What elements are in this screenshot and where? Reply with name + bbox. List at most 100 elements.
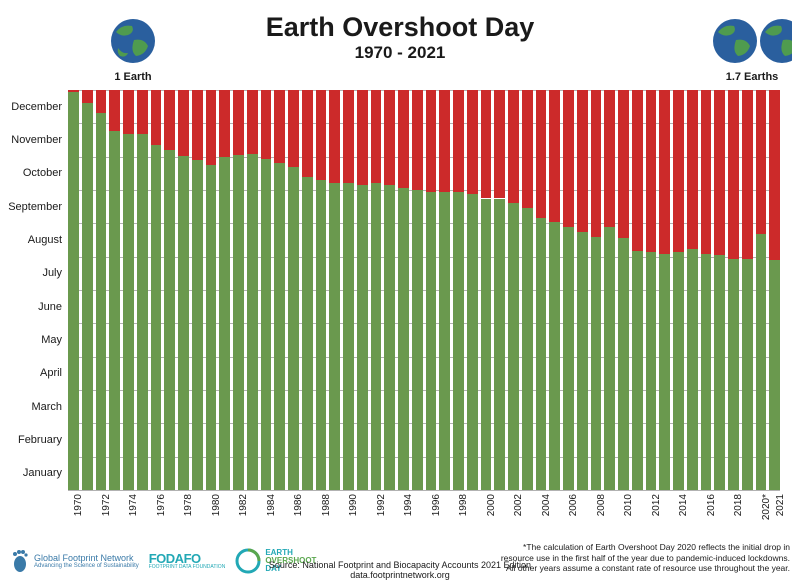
y-axis-label: August [28,234,62,246]
bar-red-segment [604,90,615,227]
bar-red-segment [563,90,574,227]
bar-year: 1988 [316,90,327,490]
bar-red-segment [439,90,450,192]
y-axis-label: December [11,101,62,113]
bar-year [659,90,670,490]
bar-green-segment [261,159,272,490]
bar-year: 1972 [96,90,107,490]
bar-year: 1992 [371,90,382,490]
bar-green-segment [412,190,423,490]
bar-red-segment [96,90,107,113]
bar-year [549,90,560,490]
bar-green-segment [522,208,533,490]
bar-green-segment [343,183,354,490]
bar-year: 1970 [68,90,79,490]
bar-red-segment [316,90,327,180]
bar-year [274,90,285,490]
bar-red-segment [742,90,753,259]
source-line1: Source: National Footprint and Biocapaci… [269,560,531,570]
bar-year [439,90,450,490]
bar-red-segment [178,90,189,156]
bar-red-segment [453,90,464,192]
x-axis-label: 2002 [513,494,524,516]
bar-year: 2018 [728,90,739,490]
bar-red-segment [508,90,519,203]
bar-red-segment [701,90,712,254]
bar-red-segment [467,90,478,194]
bar-green-segment [756,234,767,490]
bar-red-segment [384,90,395,185]
bar-green-segment [604,227,615,490]
bar-green-segment [769,260,780,490]
y-axis-label: October [23,167,62,179]
bar-year: 1986 [288,90,299,490]
bar-year: 2000 [481,90,492,490]
bar-green-segment [549,222,560,490]
bar-red-segment [412,90,423,190]
bar-green-segment [632,251,643,490]
bar-year [302,90,313,490]
earth-icon [712,18,792,64]
bar-green-segment [646,252,657,490]
bar-year [742,90,753,490]
page: Earth Overshoot Day 1970 - 2021 1 Earth … [0,0,800,580]
bar-year: 1996 [426,90,437,490]
x-axis-label: 2018 [733,494,744,516]
bar-red-segment [536,90,547,218]
bar-year: 2021 [769,90,780,490]
bar-year [522,90,533,490]
bar-year [467,90,478,490]
bar-green-segment [247,154,258,490]
x-axis-label: 2006 [568,494,579,516]
x-axis-label: 1980 [211,494,222,516]
y-axis-label: September [8,201,62,213]
x-axis-label: 1972 [101,494,112,516]
bar-green-segment [508,203,519,490]
bar-green-segment [591,237,602,490]
x-axis-label: 2012 [651,494,662,516]
bar-red-segment [481,90,492,198]
bar-green-segment [68,92,79,490]
bar-year [384,90,395,490]
bar-red-segment [343,90,354,183]
x-axis-label: 1982 [238,494,249,516]
bar-red-segment [687,90,698,249]
x-axis-label: 1996 [431,494,442,516]
x-axis-label: 1992 [376,494,387,516]
bar-green-segment [109,131,120,490]
x-axis-label: 2004 [541,494,552,516]
bar-year: 1976 [151,90,162,490]
y-axis-label: February [18,434,62,446]
bar-red-segment [494,90,505,198]
bar-red-segment [549,90,560,222]
bar-year [412,90,423,490]
y-axis-label: June [38,301,62,313]
x-axis-label: 1984 [266,494,277,516]
bar-red-segment [577,90,588,232]
grid-line [68,490,780,491]
footnote-line: *The calculation of Earth Overshoot Day … [501,542,790,553]
earth-right-block: 1.7 Earths [712,18,792,83]
bar-green-segment [357,185,368,490]
bar-red-segment [123,90,134,134]
y-axis-label: May [41,334,62,346]
x-axis-label: 2014 [678,494,689,516]
x-axis-label: 1978 [183,494,194,516]
bar-red-segment [522,90,533,208]
bar-year: 1974 [123,90,134,490]
bar-red-segment [398,90,409,188]
source-line2: data.footprintnetwork.org [350,570,450,580]
bar-green-segment [123,134,134,490]
bar-year [687,90,698,490]
bar-year [164,90,175,490]
bar-red-segment [164,90,175,150]
bar-year [137,90,148,490]
bar-green-segment [96,113,107,490]
x-axis-label: 1970 [73,494,84,516]
bar-green-segment [481,199,492,491]
x-axis-label: 2010 [623,494,634,516]
y-axis-label: March [31,401,62,413]
bar-green-segment [302,177,313,490]
x-axis-label: 2020* [761,494,772,520]
y-axis-label: November [11,134,62,146]
